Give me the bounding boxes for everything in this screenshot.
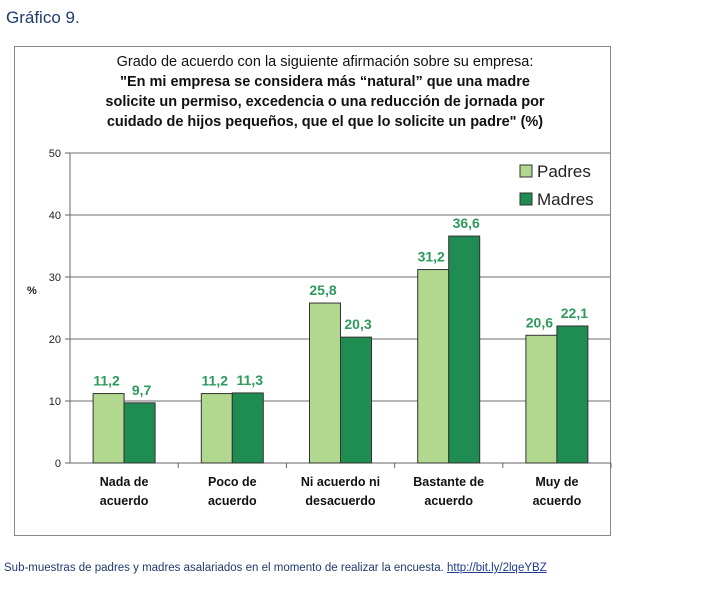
data-label: 36,6 (453, 215, 480, 231)
title-line: cuidado de hijos pequeños, que el que lo… (106, 114, 544, 130)
x-tick-label: acuerdo (424, 494, 473, 508)
footnote: Sub-muestras de padres y madres asalaria… (4, 562, 547, 574)
legend-swatch (519, 164, 533, 178)
legend-label: Padres (537, 162, 591, 181)
x-tick-label: acuerdo (208, 494, 257, 508)
bar-madres (556, 325, 589, 464)
bar-madres (340, 336, 372, 464)
title-line: Grado de acuerdo con la siguiente afirma… (116, 54, 534, 70)
legend-label: Madres (537, 190, 594, 209)
bar-padres (200, 393, 233, 464)
x-tick-label: desacuerdo (305, 494, 376, 508)
legend-swatch (519, 192, 533, 206)
x-tick-label: acuerdo (100, 494, 149, 508)
data-label: 9,7 (132, 382, 152, 398)
data-label: 20,6 (526, 314, 553, 330)
x-tick-label: Muy de (535, 475, 578, 489)
data-label: 20,3 (344, 316, 371, 332)
figure-label: Gráfico 9. (6, 8, 80, 27)
y-tick-label: 10 (49, 396, 61, 408)
bar-madres (448, 235, 481, 464)
footnote-text: Sub-muestras de padres y madres asalaria… (4, 562, 444, 574)
data-label: 11,3 (237, 372, 264, 388)
bar-madres (123, 402, 156, 464)
y-tick-label: 40 (49, 210, 61, 222)
y-tick-label: 20 (49, 334, 61, 346)
source-link[interactable]: http://bit.ly/2lqeYBZ (447, 562, 547, 574)
data-label: 22,1 (561, 305, 588, 321)
x-tick-label: acuerdo (533, 494, 582, 508)
bar-padres (525, 334, 558, 464)
title-line: "En mi empresa se considera más “natural… (120, 74, 530, 90)
data-label: 11,2 (93, 373, 120, 389)
bar-padres (309, 302, 341, 464)
x-tick-label: Nada de (100, 475, 149, 489)
chart-title: Grado de acuerdo con la siguiente afirma… (60, 52, 590, 132)
bar-padres (417, 269, 450, 464)
x-tick-label: Bastante de (413, 475, 484, 489)
bar-padres (92, 393, 125, 464)
x-tick-label: Poco de (208, 475, 257, 489)
y-tick-label: 50 (49, 148, 61, 160)
x-tick-label: Ni acuerdo ni (301, 475, 380, 489)
y-tick-label: 0 (55, 458, 61, 470)
data-label: 25,8 (309, 282, 336, 298)
chart-frame (14, 46, 611, 536)
title-line: solicite un permiso, excedencia o una re… (105, 94, 545, 110)
y-tick-label: 30 (49, 272, 61, 284)
bar-madres (231, 392, 264, 464)
data-label: 11,2 (202, 373, 229, 389)
data-label: 31,2 (418, 249, 445, 265)
y-axis-label: % (27, 285, 37, 297)
